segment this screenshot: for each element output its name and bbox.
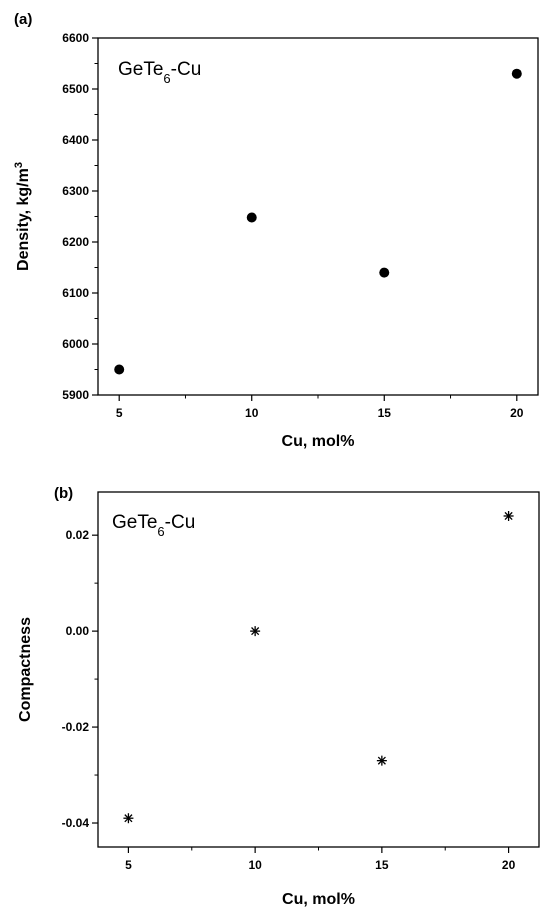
y-tick-label: 5900 bbox=[62, 388, 89, 402]
data-point bbox=[511, 68, 522, 79]
y-axis-title-superscript: 3 bbox=[13, 162, 25, 168]
panel-b: (b) 5 10 15 20 -0.04 -0.02 0.00 0.02 Cu, mol% Comp… bbox=[17, 485, 540, 908]
y-axis-title: Compactness bbox=[17, 617, 34, 722]
y-tick-label: 6200 bbox=[62, 235, 89, 249]
y-tick-label: 6400 bbox=[62, 133, 89, 147]
y-tick-label: 0.00 bbox=[66, 624, 90, 638]
data-point bbox=[250, 626, 261, 637]
data-point bbox=[379, 267, 390, 278]
data-point bbox=[503, 510, 514, 521]
series-annotation: GeTe6-Cu bbox=[112, 512, 195, 539]
plot-frame bbox=[97, 491, 540, 848]
x-tick-label: 5 bbox=[116, 406, 123, 420]
annotation-subscript: 6 bbox=[163, 71, 170, 86]
annotation-rest: -Cu bbox=[165, 512, 196, 533]
annotation-subscript: 6 bbox=[157, 524, 164, 539]
annotation-base: GeTe bbox=[112, 512, 157, 533]
y-axis-title-text: Compactness bbox=[17, 617, 34, 722]
y-tick-label: 6100 bbox=[62, 286, 89, 300]
panel-label: (b) bbox=[54, 485, 73, 502]
y-tick-label: -0.02 bbox=[62, 720, 90, 734]
data-point bbox=[376, 755, 387, 766]
panel-label: (a) bbox=[14, 11, 32, 28]
series-annotation: GeTe6-Cu bbox=[118, 59, 201, 86]
y-tick-label: 6300 bbox=[62, 184, 89, 198]
x-tick-label: 15 bbox=[378, 406, 392, 420]
y-axis-title-text: Density, kg/m bbox=[15, 168, 32, 271]
y-tick-label: 6600 bbox=[62, 31, 89, 45]
x-tick-label: 5 bbox=[125, 858, 132, 872]
data-point-stroke bbox=[251, 627, 260, 636]
x-tick-label: 20 bbox=[510, 406, 524, 420]
y-tick-label: 6000 bbox=[62, 337, 89, 351]
data-point bbox=[123, 813, 134, 824]
y-tick-label: 6500 bbox=[62, 82, 89, 96]
annotation-base: GeTe bbox=[118, 59, 163, 80]
panel-a: (a)5 10 15 20590060006100620063006400650066… bbox=[13, 11, 539, 450]
y-tick-label: 0.02 bbox=[66, 528, 90, 542]
x-tick-label: 10 bbox=[245, 406, 259, 420]
y-tick-label: -0.04 bbox=[62, 816, 90, 830]
annotation-rest: -Cu bbox=[171, 59, 202, 80]
x-axis-title: Cu, mol% bbox=[282, 891, 355, 908]
data-point-stroke bbox=[124, 814, 133, 823]
x-tick-label: 15 bbox=[375, 858, 389, 872]
x-axis-title: Cu, mol% bbox=[282, 433, 355, 450]
data-point bbox=[246, 212, 257, 223]
plot-frame bbox=[97, 37, 539, 396]
y-axis-title: Density, kg/m3 bbox=[13, 162, 32, 271]
x-tick-label: 20 bbox=[502, 858, 516, 872]
data-point-stroke bbox=[504, 511, 513, 521]
x-tick-label: 10 bbox=[248, 858, 262, 872]
data-point bbox=[114, 364, 125, 375]
data-point-stroke bbox=[377, 756, 386, 765]
